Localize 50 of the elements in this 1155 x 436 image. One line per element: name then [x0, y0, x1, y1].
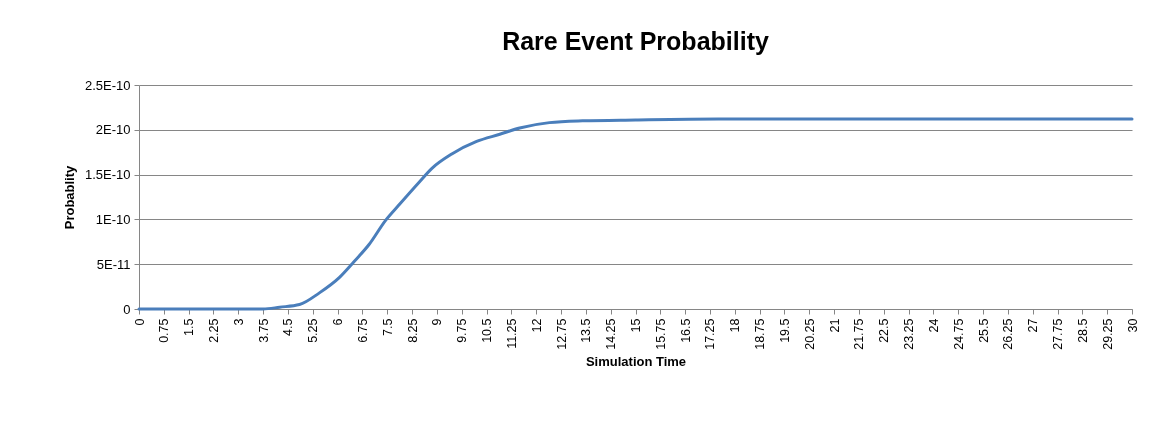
x-tick-label: 6 — [331, 318, 346, 326]
x-tick-label: 12.75 — [554, 318, 569, 350]
x-tick-label: 11.25 — [504, 318, 519, 349]
chart-title: Rare Event Probability — [502, 27, 769, 55]
x-tick-label: 3.75 — [256, 318, 271, 343]
x-tick-label: 26.25 — [1001, 318, 1016, 350]
x-tick-label: 23.25 — [902, 318, 917, 350]
x-tick-label: 12 — [529, 318, 544, 333]
x-tick-label: 1.5 — [182, 318, 197, 336]
x-tick-label: 4.5 — [281, 318, 296, 336]
x-tick-label: 10.5 — [480, 318, 495, 343]
x-tick-label: 6.75 — [355, 318, 370, 343]
x-tick-label: 25.5 — [976, 318, 991, 343]
x-tick-label: 3 — [231, 318, 246, 326]
x-tick-label: 13.5 — [579, 318, 594, 343]
x-tick-label: 20.25 — [802, 318, 817, 350]
x-tick-label: 5.25 — [306, 318, 321, 343]
x-tick-label: 7.5 — [380, 318, 395, 336]
x-tick-label: 21.75 — [852, 318, 867, 350]
y-tick-label: 2E-10 — [95, 122, 131, 138]
line-series — [137, 117, 1134, 311]
x-tick-label: 0 — [132, 318, 147, 326]
x-tick-label: 27 — [1026, 318, 1041, 333]
x-tick-label: 22.5 — [877, 318, 892, 343]
x-tick-label: 16.5 — [678, 318, 693, 343]
y-tick-label: 1E-10 — [95, 211, 131, 227]
x-tick-label: 24 — [926, 318, 941, 333]
x-tick-label: 15.75 — [653, 318, 668, 350]
x-tick-label: 21 — [827, 318, 842, 333]
x-tick-label: 30 — [1125, 318, 1140, 333]
x-tick-label: 14.25 — [604, 318, 619, 350]
x-tick-label: 18.75 — [753, 318, 768, 350]
x-tick-label: 2.25 — [206, 318, 221, 343]
y-axis-title: Probablity — [61, 164, 77, 230]
x-tick-label: 18 — [728, 318, 743, 333]
x-tick-label: 9.75 — [455, 318, 470, 343]
y-tick-label: 1.5E-10 — [84, 167, 131, 183]
y-tick-label: 5E-11 — [96, 256, 131, 272]
x-tick-label: 0.75 — [157, 318, 172, 343]
x-tick-label: 15 — [629, 318, 643, 333]
x-tick-label: 17.25 — [703, 318, 718, 350]
x-tick-label: 9 — [430, 318, 445, 326]
y-tick-label: 2.5E-10 — [84, 77, 131, 93]
x-tick-label: 19.5 — [777, 318, 792, 343]
x-axis-title: Simulation Time — [585, 353, 687, 369]
x-tick-label: 27.75 — [1051, 318, 1066, 350]
x-tick-label: 24.75 — [951, 318, 966, 350]
x-tick-label: 29.25 — [1100, 318, 1115, 350]
x-tick-label: 28.5 — [1075, 318, 1090, 343]
x-tick-label: 8.25 — [405, 318, 420, 343]
